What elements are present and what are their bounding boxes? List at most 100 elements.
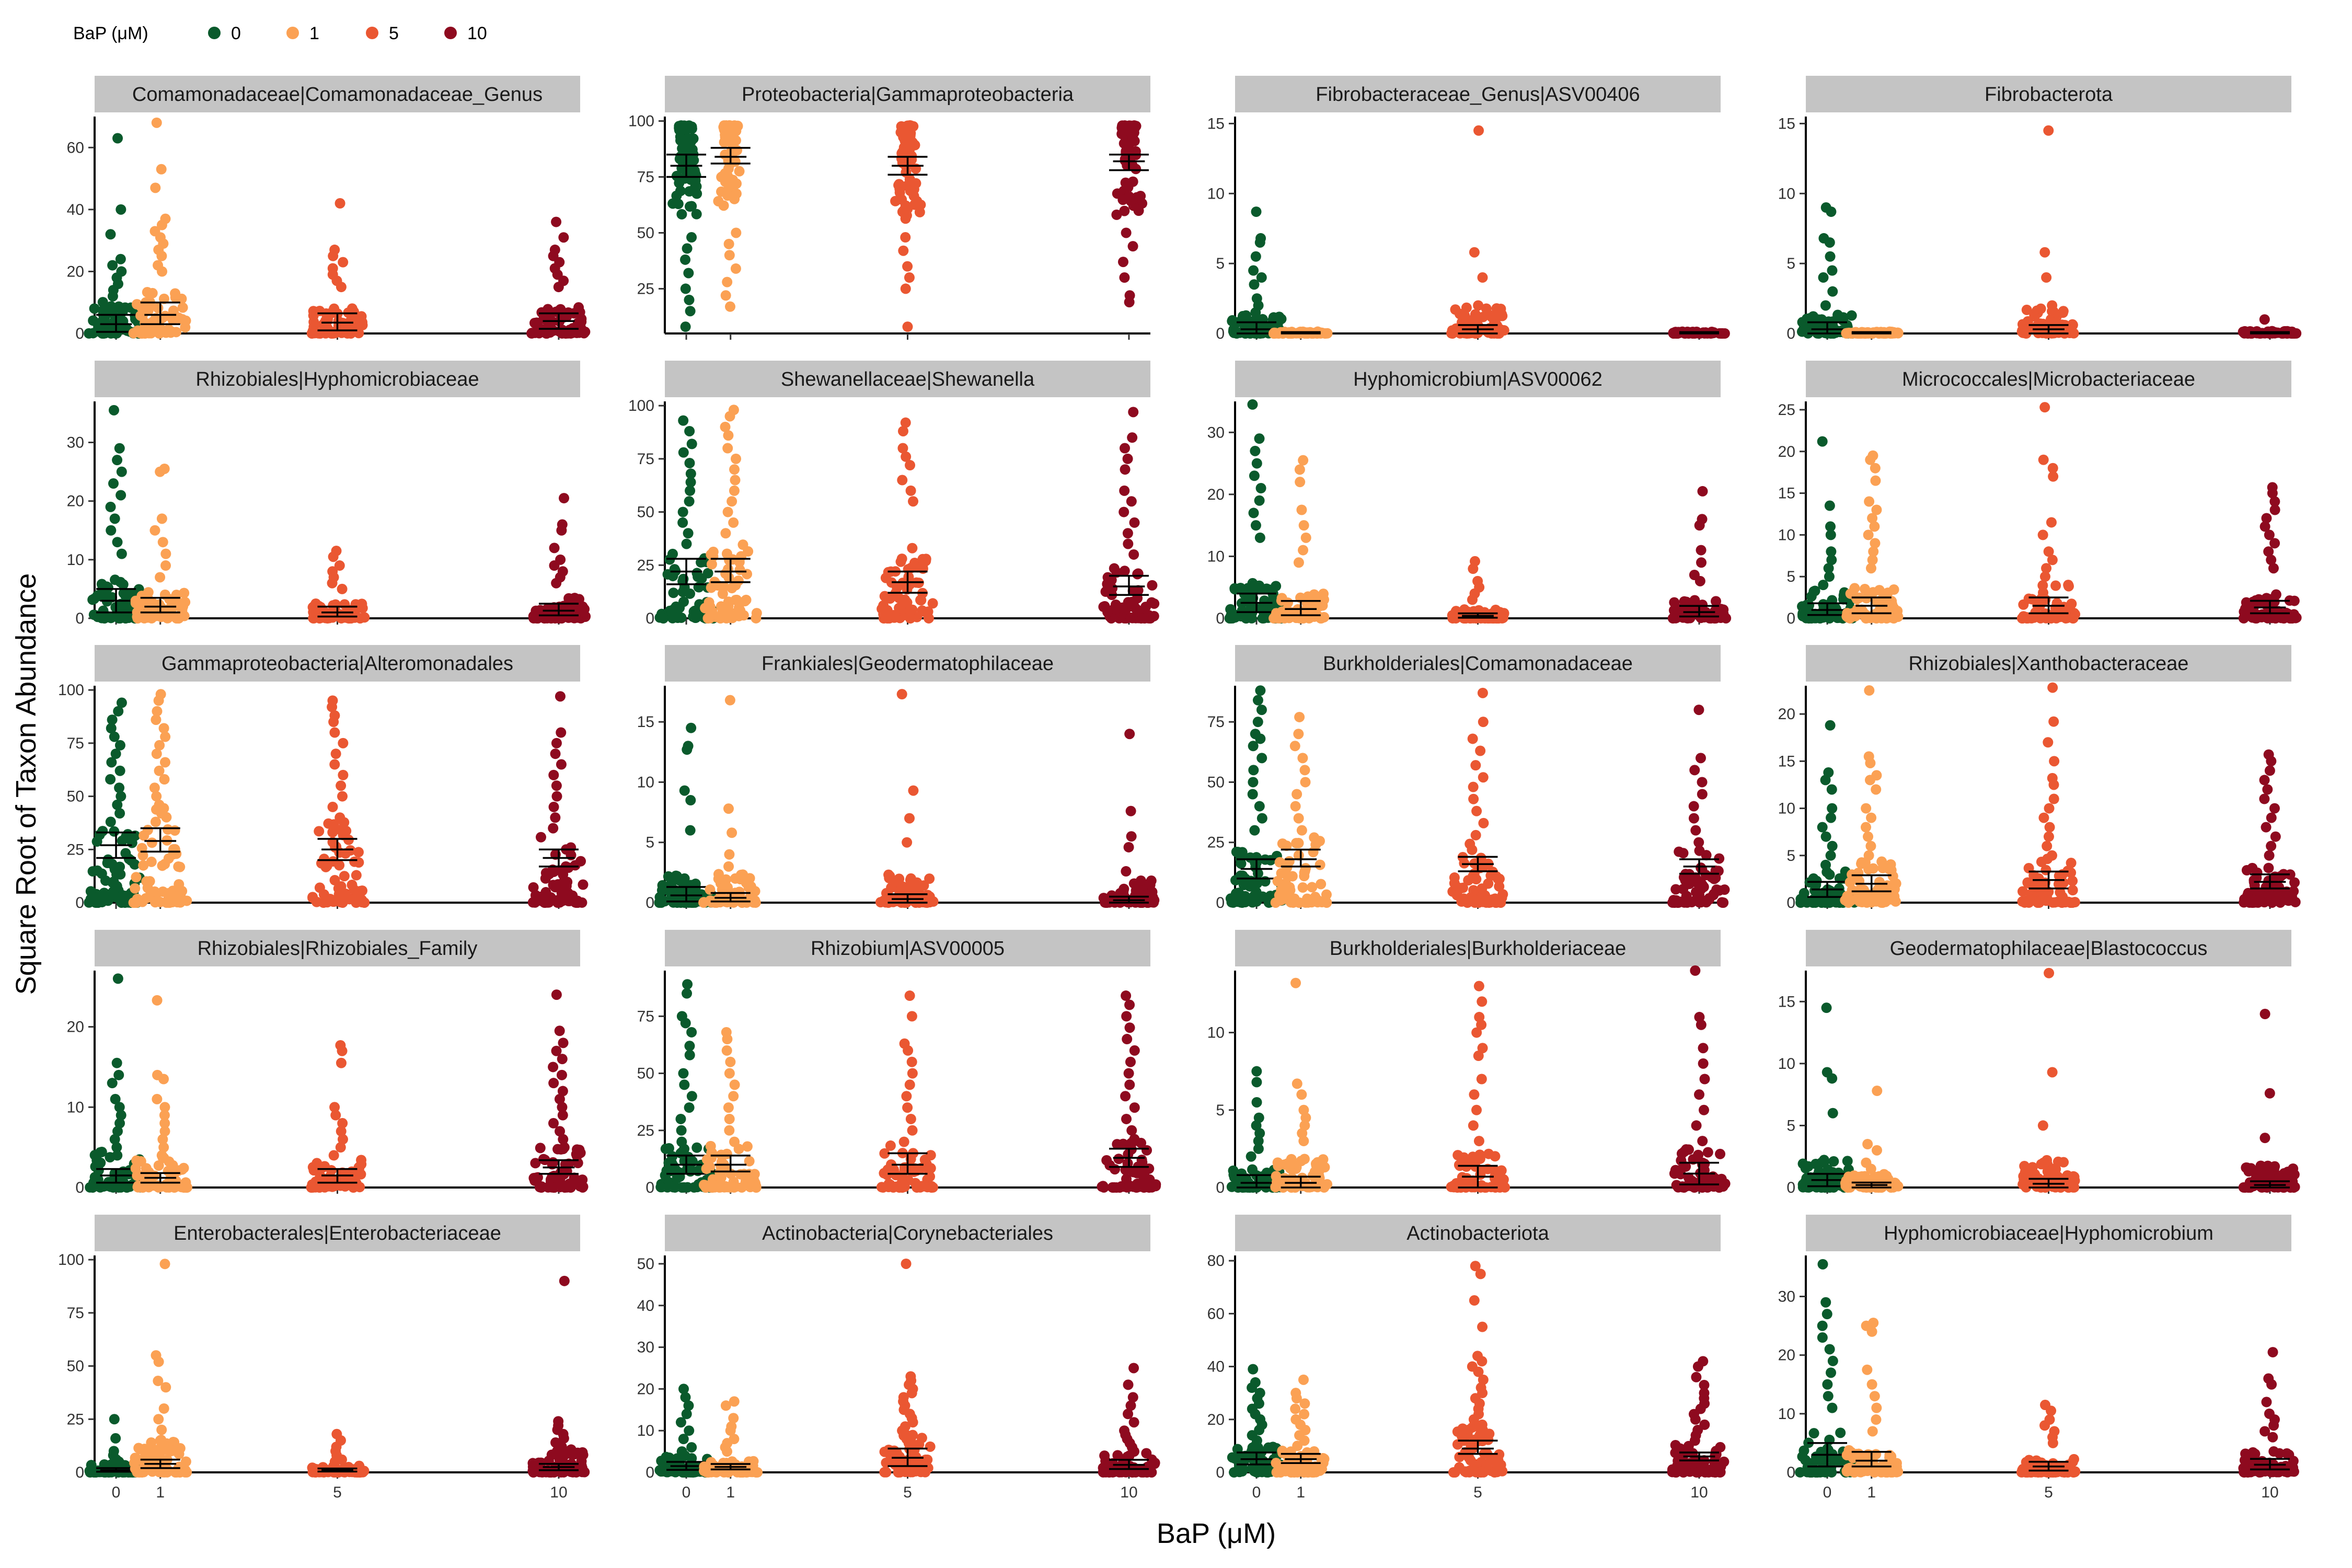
data-point xyxy=(711,1180,722,1191)
data-point xyxy=(1256,813,1267,824)
data-point xyxy=(121,605,132,616)
data-point xyxy=(1124,290,1135,301)
data-point xyxy=(1865,563,1876,574)
data-point xyxy=(151,117,162,128)
data-point xyxy=(662,569,673,580)
data-point xyxy=(720,149,731,160)
data-point xyxy=(1820,775,1831,786)
data-point xyxy=(1290,977,1301,988)
data-point xyxy=(1125,805,1136,816)
data-point xyxy=(2044,967,2055,978)
data-point xyxy=(2269,803,2280,814)
data-point xyxy=(1825,720,1836,731)
data-point xyxy=(1478,817,1489,828)
data-point xyxy=(1251,1066,1262,1077)
data-point xyxy=(345,1176,356,1187)
data-point xyxy=(1254,495,1265,506)
y-tick-label: 100 xyxy=(628,113,654,130)
data-point xyxy=(734,564,745,575)
data-point xyxy=(902,321,913,332)
data-point xyxy=(896,689,907,700)
data-point xyxy=(727,827,737,838)
y-tick-label: 15 xyxy=(1778,115,1795,132)
data-point xyxy=(549,560,560,571)
data-point xyxy=(1478,312,1489,322)
data-point xyxy=(2238,613,2249,624)
data-point xyxy=(686,722,697,733)
panel-title: Rhizobiales|Xanthobacteraceae xyxy=(1909,653,2189,675)
data-point xyxy=(1864,496,1875,507)
data-point xyxy=(1843,897,1854,908)
data-point xyxy=(335,198,345,209)
data-point xyxy=(1477,687,1488,698)
data-point xyxy=(2259,775,2270,786)
data-point xyxy=(1459,310,1470,321)
panel-title: Burkholderiales|Burkholderiaceae xyxy=(1330,938,1627,960)
series-bap-1 xyxy=(698,1027,762,1193)
data-point xyxy=(309,605,320,616)
data-point xyxy=(904,1079,915,1090)
data-point xyxy=(1128,878,1139,889)
data-point xyxy=(1131,164,1142,175)
data-point xyxy=(905,485,916,496)
data-point xyxy=(1864,685,1875,696)
data-point xyxy=(909,199,920,210)
data-point xyxy=(1494,328,1505,339)
data-point xyxy=(1247,1164,1258,1175)
data-point xyxy=(2042,840,2053,851)
series-bap-1 xyxy=(130,463,191,624)
data-point xyxy=(902,1102,913,1113)
data-point xyxy=(1298,545,1309,556)
data-point xyxy=(1890,878,1901,889)
data-point xyxy=(314,826,325,837)
data-point xyxy=(551,216,562,227)
data-point xyxy=(1848,1174,1859,1185)
data-point xyxy=(1708,1181,1719,1192)
data-point xyxy=(1250,445,1261,456)
data-point xyxy=(721,1045,732,1056)
data-point xyxy=(1471,805,1482,816)
data-point xyxy=(1106,890,1117,901)
panel-title: Frankiales|Geodermatophilaceae xyxy=(762,653,1054,675)
data-point xyxy=(97,297,108,308)
data-point xyxy=(173,861,184,872)
data-point xyxy=(705,1161,716,1172)
data-point xyxy=(1307,882,1318,893)
series-bap-10 xyxy=(1669,965,1731,1193)
data-point xyxy=(730,263,741,274)
data-point xyxy=(729,1136,740,1147)
series-bap-0 xyxy=(654,415,719,624)
data-point xyxy=(126,837,137,848)
data-point xyxy=(330,1110,341,1121)
data-point xyxy=(1450,304,1461,315)
data-point xyxy=(2270,831,2281,842)
data-point xyxy=(2266,756,2277,767)
data-point xyxy=(566,842,577,853)
y-tick-label: 0 xyxy=(645,894,654,912)
data-point xyxy=(685,795,696,806)
data-point xyxy=(722,1034,733,1045)
series-bap-10 xyxy=(2239,749,2301,908)
data-point xyxy=(727,496,737,507)
data-point xyxy=(906,1011,917,1022)
data-point xyxy=(722,443,733,454)
data-point xyxy=(1467,844,1478,855)
data-point xyxy=(685,825,696,836)
data-point xyxy=(1111,209,1122,220)
data-point xyxy=(152,995,163,1006)
data-point xyxy=(1693,705,1704,716)
data-point xyxy=(572,1144,583,1155)
data-point xyxy=(728,517,739,528)
data-point xyxy=(314,306,325,317)
data-point xyxy=(328,250,339,261)
data-point xyxy=(1119,205,1130,216)
panel-title: Rhizobium|ASV00005 xyxy=(811,938,1005,960)
y-tick-label: 5 xyxy=(1786,568,1795,585)
data-point xyxy=(157,886,168,897)
data-point xyxy=(1126,1125,1137,1136)
panel-strip xyxy=(665,361,1150,397)
data-point xyxy=(723,238,734,249)
data-point xyxy=(663,1157,674,1168)
